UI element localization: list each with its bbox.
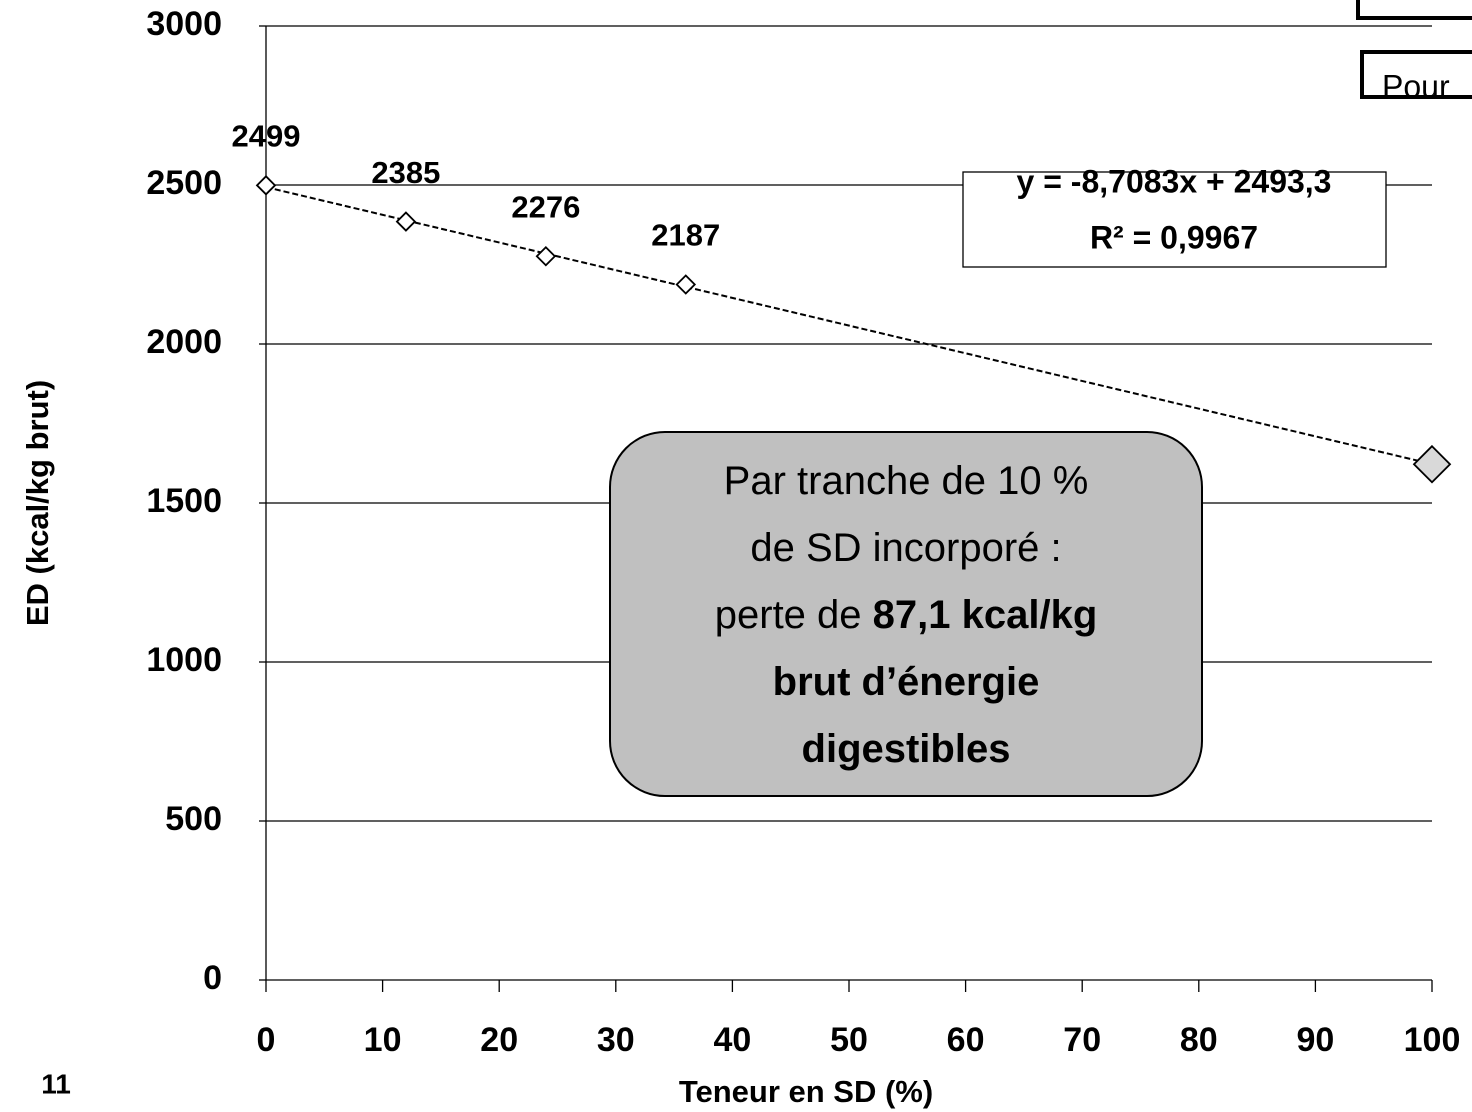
data-label: 2385 [371, 155, 440, 190]
callout-line: brut d’énergie [773, 660, 1040, 704]
data-label: 2187 [651, 218, 720, 253]
marker [675, 274, 697, 295]
callout-text: perte de [715, 593, 873, 637]
side-note: Pour [1382, 68, 1450, 104]
x-tick-label: 60 [947, 1021, 985, 1059]
callout-text: digestibles [802, 727, 1011, 771]
x-tick-label: 0 [257, 1021, 276, 1059]
callout-text: de SD incorporé : [750, 526, 1061, 570]
x-tick-label: 100 [1404, 1021, 1461, 1059]
y-tick-label: 3000 [146, 5, 222, 43]
marker [395, 211, 417, 232]
side-note-box [1360, 50, 1472, 99]
callout-box [609, 431, 1203, 797]
callout-text: 87,1 kcal/kg [873, 593, 1098, 637]
y-tick-label: 1500 [146, 482, 222, 520]
marker [1412, 444, 1452, 484]
x-tick-label: 80 [1180, 1021, 1218, 1059]
equation-box [962, 171, 1387, 268]
y-tick-label: 0 [203, 959, 222, 997]
callout-line: Par tranche de 10 % [724, 459, 1089, 503]
x-tick-label: 40 [713, 1021, 751, 1059]
callout-line: perte de 87,1 kcal/kg [715, 593, 1098, 637]
y-tick-label: 2500 [146, 164, 222, 202]
marker [255, 175, 277, 196]
x-axis-title: Teneur en SD (%) [679, 1074, 933, 1109]
y-tick-label: 1000 [146, 641, 222, 679]
y-tick-label: 500 [165, 800, 222, 838]
page-number: 11 [41, 1068, 71, 1099]
callout-line: de SD incorporé : [750, 526, 1061, 570]
data-label: 2499 [232, 119, 301, 154]
callout-text: brut d’énergie [773, 660, 1040, 704]
y-axis-title: ED (kcal/kg brut) [20, 380, 55, 626]
x-tick-label: 50 [830, 1021, 868, 1059]
x-tick-label: 30 [597, 1021, 635, 1059]
y-tick-label: 2000 [146, 323, 222, 361]
callout-line: digestibles [802, 727, 1011, 771]
cropped-box [1356, 0, 1472, 20]
data-label: 2276 [511, 189, 580, 224]
x-tick-label: 90 [1296, 1021, 1334, 1059]
x-tick-label: 20 [480, 1021, 518, 1059]
callout-text: Par tranche de 10 % [724, 459, 1089, 503]
x-tick-label: 70 [1063, 1021, 1101, 1059]
x-tick-label: 10 [364, 1021, 402, 1059]
trendline-r2: R² = 0,9967 [1090, 219, 1258, 255]
trendline-equation: y = -8,7083x + 2493,3 [1017, 163, 1332, 199]
trendline [265, 186, 1433, 466]
marker [535, 245, 557, 267]
